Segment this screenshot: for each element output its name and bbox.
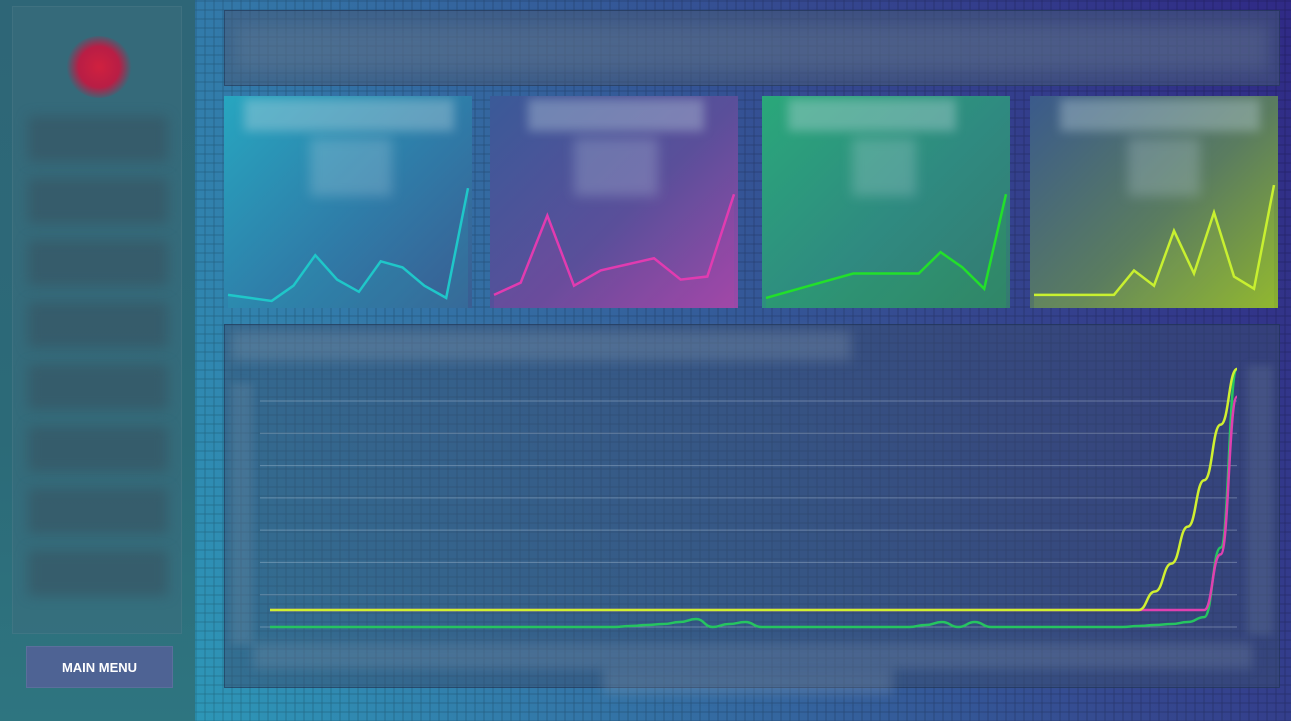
sparkline [493,193,736,308]
sparkline-area [1034,185,1274,308]
sidebar-item[interactable] [28,178,168,224]
stat-card-lime[interactable] [1030,96,1278,308]
sparkline-line [227,187,470,303]
sidebar-item[interactable] [28,240,168,286]
sidebar-panel [12,6,182,634]
card-title [1060,99,1260,131]
sparkline-line [765,193,1008,300]
main-chart-panel [224,324,1280,695]
sidebar-item[interactable] [28,364,168,410]
sparkline-line [493,193,736,296]
stat-card-magenta[interactable] [490,96,738,308]
series-line-green[interactable] [270,367,1239,629]
sparkline-line [1034,184,1276,297]
stat-card-cyan[interactable] [224,96,472,308]
chart-legend[interactable] [603,669,893,695]
sparkline-area [228,188,468,308]
card-value [1128,138,1200,196]
sparkline [1034,184,1276,308]
sparkline-area [494,194,734,308]
sidebar: MAIN MENU [0,0,195,721]
line-chart[interactable] [225,325,1279,687]
sparkline [765,193,1008,308]
y-axis-labels [231,383,253,645]
header-content [235,25,1269,71]
main-menu-button[interactable]: MAIN MENU [26,646,173,688]
card-title [244,99,454,131]
series-line-lime[interactable] [270,367,1239,612]
card-title [788,99,956,131]
header-bar [224,10,1280,86]
sidebar-item[interactable] [28,488,168,534]
y-axis-labels-right [1247,365,1273,635]
card-title [528,99,704,131]
card-value [310,138,392,196]
stat-card-green[interactable] [762,96,1010,308]
sidebar-item[interactable] [28,426,168,472]
card-value [852,138,916,196]
card-value [574,138,658,196]
logo-icon [66,36,132,98]
sparkline-area [766,194,1006,308]
sidebar-item[interactable] [28,550,168,596]
sidebar-item[interactable] [28,302,168,348]
sidebar-item[interactable] [28,116,168,162]
x-axis-labels [253,643,1253,669]
chart-title [231,331,851,361]
sparkline [227,187,470,308]
series-line-magenta[interactable] [270,395,1239,612]
